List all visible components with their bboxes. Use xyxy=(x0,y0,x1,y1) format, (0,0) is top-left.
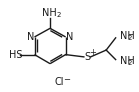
Text: N: N xyxy=(66,32,73,42)
Text: Cl: Cl xyxy=(54,77,64,87)
Text: NH: NH xyxy=(120,31,135,41)
Text: −: − xyxy=(64,75,70,84)
Text: HS: HS xyxy=(9,50,23,60)
Text: 2: 2 xyxy=(128,60,132,66)
Text: S: S xyxy=(84,52,90,62)
Text: +: + xyxy=(89,48,96,57)
Text: 2: 2 xyxy=(128,35,132,41)
Text: NH: NH xyxy=(120,56,135,66)
Text: 2: 2 xyxy=(56,12,61,18)
Text: NH: NH xyxy=(42,8,57,18)
Text: N: N xyxy=(27,32,34,42)
